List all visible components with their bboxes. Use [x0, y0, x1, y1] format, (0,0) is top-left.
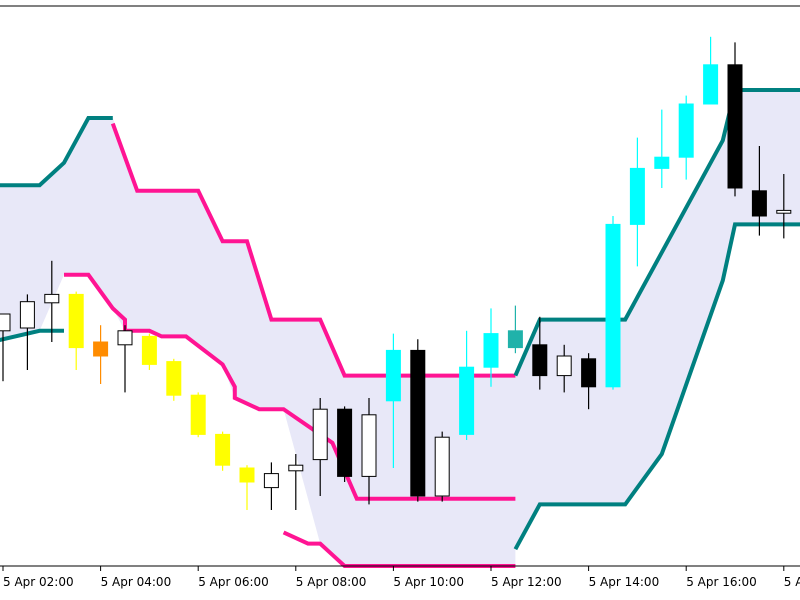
candle-18	[434, 431, 450, 502]
x-tick-label: 5 Apr 18:00	[784, 575, 800, 589]
candle-body	[288, 464, 304, 472]
candle-1	[19, 294, 35, 370]
x-tick-label: 5 Apr 04:00	[101, 575, 172, 589]
candle-13	[312, 398, 328, 496]
candle-7	[166, 358, 182, 401]
candle-16	[385, 333, 401, 468]
candle-body	[312, 408, 328, 461]
band-fill	[0, 90, 800, 566]
candle-0	[0, 313, 11, 382]
candle-body	[263, 473, 279, 489]
candle-body	[483, 333, 499, 368]
x-tick-label: 5 Apr 02:00	[3, 575, 74, 589]
candle-body	[776, 209, 792, 214]
candle-body	[19, 301, 35, 329]
candle-body	[678, 103, 694, 158]
candle-24	[581, 353, 597, 410]
chart-frame	[0, 5, 800, 567]
candle-body	[361, 414, 377, 477]
candle-9	[215, 431, 231, 471]
candle-body	[0, 313, 11, 332]
teal-line-5	[513, 88, 800, 377]
candle-20	[483, 308, 499, 387]
candle-body	[434, 436, 450, 497]
candle-21	[507, 305, 523, 354]
candle-body	[556, 355, 572, 377]
candle-12	[288, 454, 304, 510]
pink-line-2	[110, 122, 516, 378]
candle-26	[629, 137, 645, 267]
candle-22	[532, 316, 548, 390]
candle-body	[385, 349, 401, 402]
candle-4	[93, 325, 109, 384]
candle-body	[410, 349, 426, 497]
candle-11	[263, 462, 279, 510]
candle-23	[556, 344, 572, 393]
x-tick-label: 5 Apr 14:00	[589, 575, 660, 589]
x-tick-label: 5 Apr 06:00	[198, 575, 269, 589]
candle-body	[141, 335, 157, 365]
candle-body	[507, 330, 523, 349]
candle-body	[337, 408, 353, 477]
candles	[0, 36, 792, 510]
candle-32	[776, 174, 792, 239]
candle-body	[190, 394, 206, 435]
candle-27	[654, 109, 670, 188]
x-tick-label: 5 Apr 12:00	[491, 575, 562, 589]
candle-25	[605, 216, 621, 390]
candle-17	[410, 339, 426, 502]
candle-30	[727, 42, 743, 197]
candle-body	[581, 358, 597, 388]
candle-14	[337, 406, 353, 482]
candle-body	[703, 64, 719, 105]
candle-19	[459, 330, 475, 440]
candle-6	[141, 333, 157, 370]
candle-body	[117, 330, 133, 346]
candle-body	[751, 190, 767, 217]
candle-body	[629, 167, 645, 225]
candle-10	[239, 465, 255, 510]
candle-body	[93, 341, 109, 357]
candle-2	[44, 260, 60, 342]
teal-line-4	[0, 328, 64, 342]
x-tick-label: 5 Apr 16:00	[686, 575, 757, 589]
candle-5	[117, 325, 133, 393]
x-axis-ticks: 5 Apr 02:00 5 Apr 04:00 5 Apr 06:00 5 Apr 0…	[2, 566, 800, 589]
candle-body	[166, 361, 182, 396]
candle-body	[727, 64, 743, 189]
candle-8	[190, 392, 206, 438]
teal-line-6	[513, 222, 800, 551]
teal-line-3	[0, 116, 113, 188]
candle-body	[532, 344, 548, 377]
candle-3	[68, 291, 84, 370]
candle-28	[678, 95, 694, 180]
candle-15	[361, 398, 377, 505]
candle-body	[215, 433, 231, 466]
candle-29	[703, 36, 719, 105]
candle-body	[654, 156, 670, 169]
candle-body	[68, 293, 84, 349]
candle-31	[751, 146, 767, 236]
candle-body	[239, 467, 255, 483]
x-tick-label: 5 Apr 10:00	[393, 575, 464, 589]
candle-body	[459, 366, 475, 435]
candle-body	[605, 223, 621, 388]
x-tick-label: 5 Apr 08:00	[296, 575, 367, 589]
channel-band	[0, 90, 800, 566]
candle-body	[44, 293, 60, 304]
